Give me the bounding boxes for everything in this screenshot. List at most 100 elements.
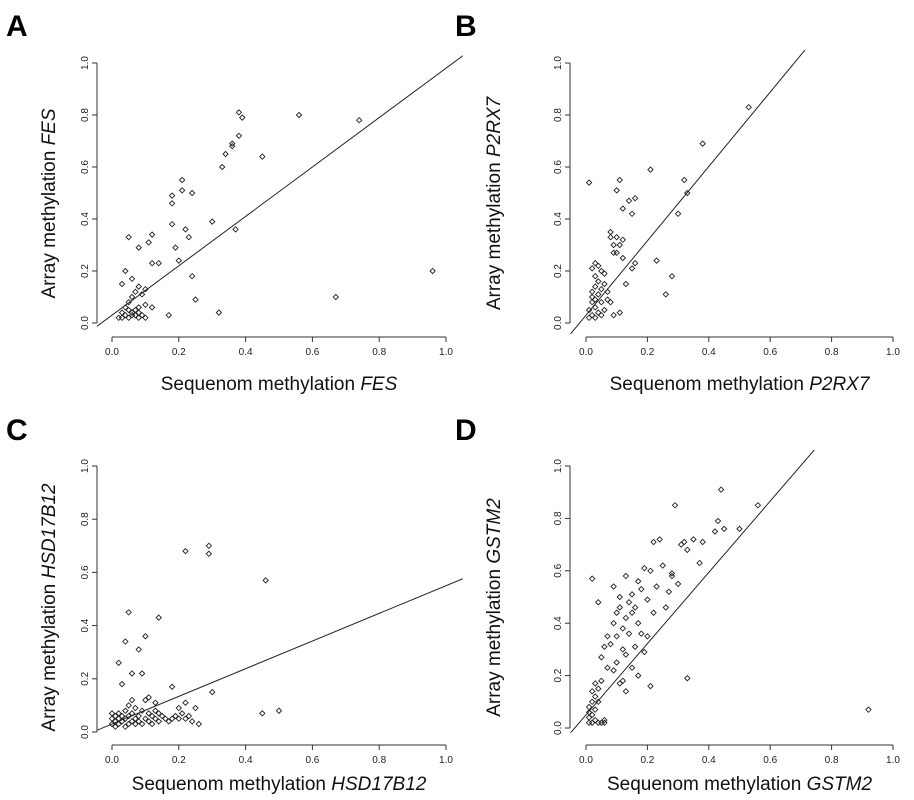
x-tick-label: 1.0 [439, 755, 453, 766]
data-point [736, 525, 743, 533]
regression-line [570, 50, 806, 335]
panel-letter: C [6, 414, 28, 447]
data-point [175, 704, 183, 712]
y-tick-label: 0.6 [553, 563, 564, 577]
data-point [122, 638, 129, 645]
data-point [178, 710, 186, 717]
data-point [601, 270, 608, 277]
data-point [668, 572, 676, 580]
x-axis-label: Sequenom methylation HSD17B12 [132, 774, 427, 795]
data-point [135, 314, 142, 322]
data-point [259, 710, 266, 717]
data-point [135, 244, 142, 251]
y-tick-label: 0.8 [80, 108, 91, 122]
data-point [595, 698, 602, 706]
data-point [175, 715, 183, 722]
data-point [591, 272, 599, 280]
data-point [634, 672, 642, 679]
data-point [128, 710, 136, 717]
x-tick-label: 0.8 [372, 755, 386, 766]
data-point [628, 609, 636, 616]
data-point [182, 547, 189, 555]
data-point [625, 599, 633, 606]
data-point [668, 272, 676, 280]
y-axis-label-prefix: Array methylation [484, 157, 505, 310]
data-point [631, 643, 639, 651]
data-point [112, 723, 119, 730]
y-tick-label: 0.0 [80, 725, 91, 739]
data-point [155, 710, 162, 717]
y-tick-label: 1.0 [80, 459, 91, 473]
data-point [218, 163, 226, 171]
data-point [720, 525, 728, 533]
data-point [132, 288, 139, 296]
x-axis-label-prefix: Sequenom methylation [607, 774, 807, 795]
data-point [182, 226, 189, 233]
data-point [235, 132, 243, 140]
data-point [229, 142, 236, 150]
data-point [122, 723, 129, 730]
data-point [172, 244, 179, 251]
y-tick-label: 1.0 [80, 56, 91, 70]
data-point [607, 228, 614, 236]
x-tick-label: 0.4 [239, 347, 253, 358]
data-point [192, 296, 199, 303]
y-tick-label: 0.6 [80, 160, 91, 174]
data-point [604, 288, 611, 296]
data-point [622, 572, 630, 580]
data-point [188, 718, 196, 725]
data-point [178, 176, 186, 184]
data-point [631, 194, 639, 202]
y-tick-label: 0.4 [80, 618, 91, 632]
x-tick-label: 0.0 [579, 755, 593, 766]
data-point [628, 591, 636, 598]
data-point [647, 567, 654, 575]
data-point [634, 619, 642, 627]
data-point [195, 720, 203, 728]
data-point [188, 189, 196, 197]
data-point [659, 562, 666, 569]
data-point [613, 609, 620, 616]
data-point [208, 218, 216, 225]
x-tick-label: 0.0 [105, 347, 119, 358]
data-point [699, 538, 706, 546]
data-point [118, 712, 126, 720]
data-point [591, 314, 599, 322]
data-point [115, 314, 122, 322]
data-point [138, 707, 146, 714]
x-tick-label: 0.8 [825, 347, 839, 358]
panel-d: D 0.0 0.2 0.4 0.6 0.8 1.0 0.0 0.2 0.4 0.6 0.8 1.0 Seq… [455, 414, 900, 795]
data-point [155, 259, 162, 267]
x-axis-label: Sequenom methylation P2RX7 [610, 374, 871, 395]
data-point [613, 233, 620, 241]
data-point [714, 517, 722, 525]
data-point [208, 688, 216, 696]
data-point [591, 693, 599, 700]
data-point [681, 176, 688, 184]
data-point [152, 707, 159, 714]
data-point [653, 257, 660, 264]
x-axis-label: Sequenom methylation FES [161, 374, 398, 395]
x-tick-label: 0.0 [105, 755, 119, 766]
data-point [168, 200, 176, 207]
data-point [132, 720, 139, 728]
data-point [175, 257, 183, 264]
x-axis-label: Sequenom methylation GSTM2 [607, 774, 873, 795]
data-point [229, 140, 236, 147]
data-point [115, 715, 122, 722]
y-tick-label: 0.4 [80, 212, 91, 226]
data-point [619, 254, 627, 262]
data-point [625, 197, 633, 205]
data-point [168, 192, 176, 199]
data-point [168, 220, 176, 228]
data-point [595, 599, 602, 606]
data-point [616, 176, 624, 184]
y-tick-label: 0.2 [553, 668, 564, 682]
data-point [152, 699, 159, 706]
data-point [591, 259, 599, 267]
y-axis-label: Array methylation GSTM2 [484, 498, 505, 717]
x-tick-label: 0.0 [579, 347, 593, 358]
data-point [188, 272, 196, 280]
data-point [601, 306, 608, 314]
data-point [128, 670, 136, 677]
